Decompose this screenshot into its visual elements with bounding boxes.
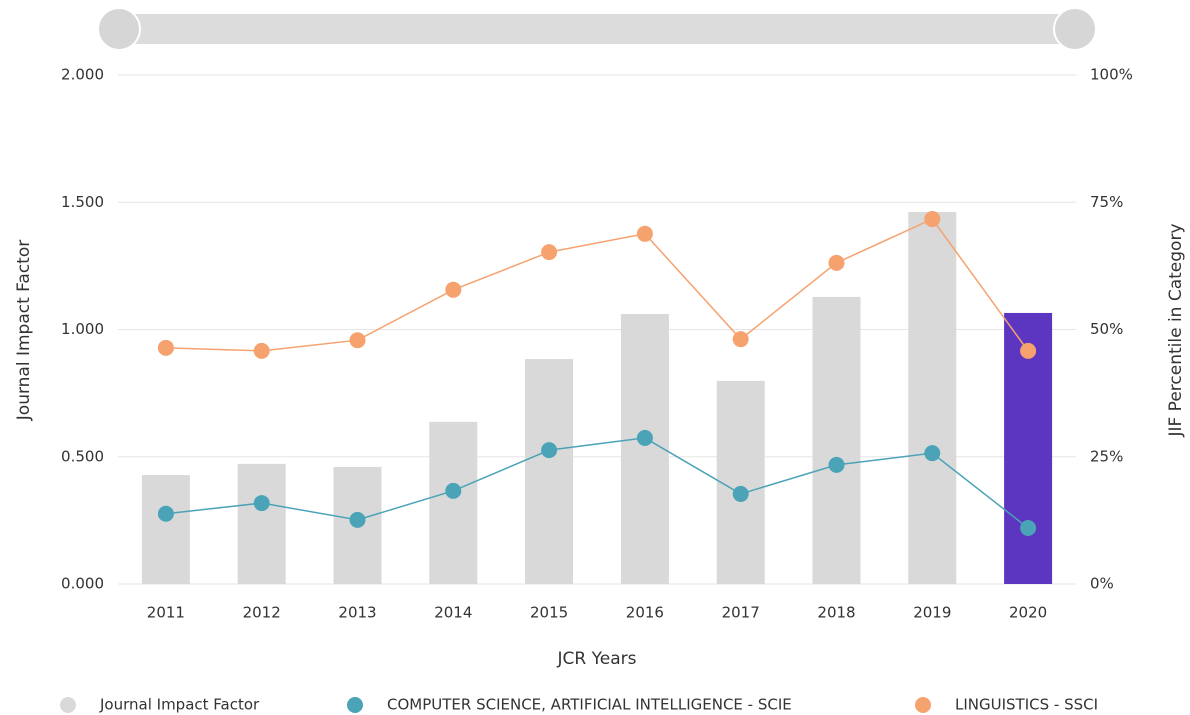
y2-tick-label: 25% [1090, 447, 1123, 465]
point [828, 456, 845, 473]
point [828, 254, 845, 271]
slider-handle[interactable] [1053, 7, 1097, 51]
x-axis-title: JCR Years [557, 649, 637, 669]
bar [525, 359, 574, 584]
point [157, 339, 174, 356]
bar [141, 475, 190, 584]
x-tick-label: 2012 [243, 604, 281, 622]
bar [237, 463, 286, 584]
point [445, 482, 462, 499]
point [732, 485, 749, 502]
x-tick-label: 2014 [434, 604, 472, 622]
y2-tick-label: 50% [1090, 320, 1123, 338]
y-tick-label: 0.500 [61, 447, 104, 465]
slider-handle[interactable] [97, 7, 141, 51]
legend-marker [347, 697, 363, 713]
x-tick-label: 2011 [147, 604, 185, 622]
point [253, 342, 270, 359]
point [253, 495, 270, 512]
point [636, 429, 653, 446]
x-tick-label: 2020 [1009, 604, 1047, 622]
point [636, 225, 653, 242]
x-tick-label: 2017 [722, 604, 760, 622]
bar [716, 380, 765, 584]
point [157, 505, 174, 522]
bar [429, 421, 478, 584]
bar [812, 296, 861, 584]
legend-label: COMPUTER SCIENCE, ARTIFICIAL INTELLIGENC… [387, 696, 792, 714]
point [1020, 342, 1037, 359]
point [541, 244, 558, 261]
x-tick-label: 2016 [626, 604, 664, 622]
series-line [165, 218, 1029, 352]
y2-axis-title: JIF Percentile in Category [1166, 223, 1186, 437]
y-tick-label: 1.500 [61, 193, 104, 211]
y-tick-label: 2.000 [61, 66, 104, 84]
point [1020, 520, 1037, 537]
y-tick-label: 1.000 [61, 320, 104, 338]
legend-label: Journal Impact Factor [99, 696, 260, 714]
point [541, 442, 558, 459]
point [732, 331, 749, 348]
point [349, 511, 366, 528]
y2-tick-label: 0% [1090, 575, 1114, 593]
x-tick-label: 2019 [913, 604, 951, 622]
x-tick-label: 2015 [530, 604, 568, 622]
point [924, 211, 941, 228]
point [445, 281, 462, 298]
point [924, 445, 941, 462]
legend-marker [60, 697, 76, 713]
y2-tick-label: 75% [1090, 193, 1123, 211]
y-tick-label: 0.000 [61, 575, 104, 593]
legend-marker [915, 697, 931, 713]
bar [908, 211, 957, 584]
x-tick-label: 2018 [817, 604, 855, 622]
y-axis-title: Journal Impact Factor [14, 240, 34, 421]
y2-tick-label: 100% [1090, 66, 1133, 84]
series-line [165, 437, 1029, 529]
point [349, 332, 366, 349]
bar [620, 313, 669, 584]
x-tick-label: 2013 [338, 604, 376, 622]
legend-label: LINGUISTICS - SSCI [955, 696, 1098, 714]
range-slider[interactable] [118, 14, 1076, 44]
